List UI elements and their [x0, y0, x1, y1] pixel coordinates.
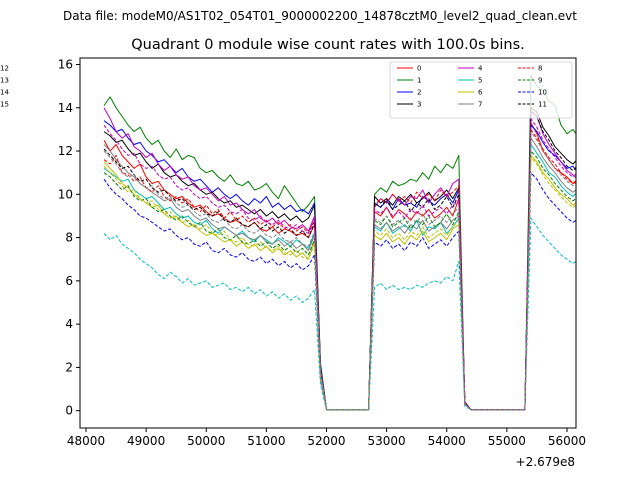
- legend-label-3: 3: [417, 101, 421, 109]
- series-line-12: [103, 118, 576, 411]
- legend-label-4: 4: [478, 65, 483, 73]
- y-tick-label: 6: [65, 274, 73, 288]
- y-tick-label: 0: [65, 404, 73, 418]
- legend-label-0: 0: [417, 65, 421, 73]
- y-tick-label: 8: [65, 231, 73, 245]
- x-tick-label: 56000: [548, 434, 586, 448]
- legend-label-2: 2: [417, 89, 421, 97]
- legend-label-1: 1: [417, 77, 421, 85]
- series-line-15: [103, 131, 576, 411]
- x-tick-label: 54000: [428, 434, 466, 448]
- legend-label-8: 8: [538, 65, 542, 73]
- y-tick-label: 10: [58, 187, 73, 201]
- legend-label-11: 11: [538, 101, 547, 109]
- series-line-10: [103, 172, 576, 411]
- legend-label-6: 6: [478, 89, 483, 97]
- legend-label-12: 12: [0, 65, 9, 73]
- legend-label-13: 13: [0, 77, 9, 85]
- series-line-8: [103, 128, 576, 411]
- legend-label-15: 15: [0, 101, 9, 109]
- x-tick-label: 49000: [127, 434, 165, 448]
- legend-label-7: 7: [478, 101, 482, 109]
- y-tick-label: 14: [58, 101, 73, 115]
- series-layer: [103, 74, 576, 411]
- y-axis: 0 2 4 6 8 10 12 14 16: [58, 57, 80, 418]
- x-tick-label: 50000: [187, 434, 225, 448]
- x-tick-label: 55000: [488, 434, 526, 448]
- plot-frame: [79, 57, 577, 429]
- suptitle: Data file: modeM0/AS1T02_054T01_90000022…: [63, 9, 577, 23]
- x-tick-label: 48000: [67, 434, 105, 448]
- legend-label-9: 9: [538, 77, 542, 85]
- legend-label-14: 14: [0, 89, 9, 97]
- x-axis: 48000 49000 50000 51000 52000 53000 54000 55000…: [67, 428, 586, 448]
- y-tick-label: 16: [58, 57, 73, 71]
- x-tick-label: 51000: [247, 434, 285, 448]
- legend-box: [389, 61, 573, 119]
- series-line-14: [103, 157, 576, 411]
- y-tick-label: 2: [65, 360, 73, 374]
- legend-label-10: 10: [538, 89, 547, 97]
- y-tick-label: 4: [65, 317, 73, 331]
- x-tick-label: 52000: [307, 434, 345, 448]
- legend-label-5: 5: [478, 77, 482, 85]
- series-line-11: [103, 109, 576, 411]
- y-tick-label: 12: [58, 144, 73, 158]
- x-offset-label: +2.679e8: [516, 455, 575, 469]
- chart-title: Quadrant 0 module wise count rates with …: [131, 37, 525, 53]
- x-tick-label: 53000: [368, 434, 406, 448]
